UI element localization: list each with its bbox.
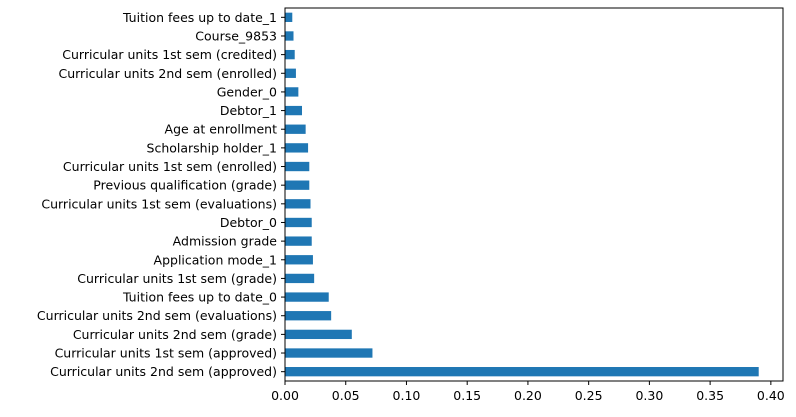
y-tick-label: Curricular units 1st sem (grade) bbox=[77, 271, 277, 286]
x-tick-layer: 0.00 0.05 0.10 0.15 0.20 0.25 0.30 0.35 0.40 bbox=[271, 381, 785, 403]
bar bbox=[285, 217, 312, 228]
x-tick-label: 0.25 bbox=[575, 388, 603, 403]
bar bbox=[285, 180, 310, 190]
x-tick-label: 0.15 bbox=[453, 388, 481, 403]
bars-layer bbox=[285, 12, 759, 377]
y-tick-label: Curricular units 1st sem (evaluations) bbox=[41, 196, 277, 211]
bar bbox=[285, 236, 312, 246]
bar bbox=[285, 292, 329, 302]
y-tick-label: Age at enrollment bbox=[165, 122, 278, 137]
bar bbox=[285, 31, 294, 41]
y-tick-label: Gender_0 bbox=[217, 84, 277, 99]
plot-area-frame bbox=[284, 7, 784, 382]
y-tick-label: Previous qualification (grade) bbox=[93, 178, 277, 193]
bar bbox=[285, 161, 310, 172]
y-tick-label: Tuition fees up to date_1 bbox=[122, 10, 277, 25]
bar bbox=[285, 124, 306, 134]
bar bbox=[285, 329, 352, 340]
x-tick-label: 0.40 bbox=[757, 388, 785, 403]
y-tick-label: Debtor_1 bbox=[220, 103, 277, 118]
y-tick-label: Curricular units 2nd sem (enrolled) bbox=[58, 66, 277, 81]
y-tick-label: Debtor_0 bbox=[220, 215, 277, 230]
y-tick-label: Curricular units 2nd sem (approved) bbox=[50, 364, 277, 379]
y-tick-label: Curricular units 2nd sem (grade) bbox=[73, 327, 277, 342]
y-tick-layer: Curricular units 2nd sem (approved) Curri… bbox=[37, 10, 285, 379]
y-tick-label: Curricular units 1st sem (credited) bbox=[62, 47, 277, 62]
bar bbox=[285, 273, 315, 284]
bar bbox=[285, 12, 293, 22]
bar bbox=[285, 348, 373, 358]
y-tick-label: Curricular units 1st sem (approved) bbox=[55, 346, 277, 361]
bar bbox=[285, 49, 295, 60]
bar bbox=[285, 87, 299, 97]
y-tick-label: Curricular units 1st sem (enrolled) bbox=[63, 159, 277, 174]
y-tick-label: Scholarship holder_1 bbox=[147, 140, 277, 155]
y-tick-label: Course_9853 bbox=[195, 28, 277, 43]
bar bbox=[285, 199, 311, 209]
bar bbox=[285, 311, 332, 321]
bar bbox=[285, 367, 759, 377]
y-tick-label: Tuition fees up to date_0 bbox=[122, 290, 277, 305]
y-tick-label: Curricular units 2nd sem (evaluations) bbox=[37, 308, 277, 323]
x-tick-label: 0.05 bbox=[332, 388, 360, 403]
x-tick-label: 0.30 bbox=[635, 388, 663, 403]
x-tick-label: 0.20 bbox=[514, 388, 542, 403]
x-tick-label: 0.10 bbox=[393, 388, 421, 403]
bar bbox=[285, 68, 296, 78]
x-tick-label: 0.35 bbox=[696, 388, 724, 403]
x-tick-label: 0.00 bbox=[271, 388, 299, 403]
bar bbox=[285, 255, 313, 265]
bar bbox=[285, 143, 309, 153]
y-tick-label: Admission grade bbox=[173, 234, 278, 249]
bar bbox=[285, 105, 303, 116]
y-tick-label: Application mode_1 bbox=[154, 252, 277, 267]
